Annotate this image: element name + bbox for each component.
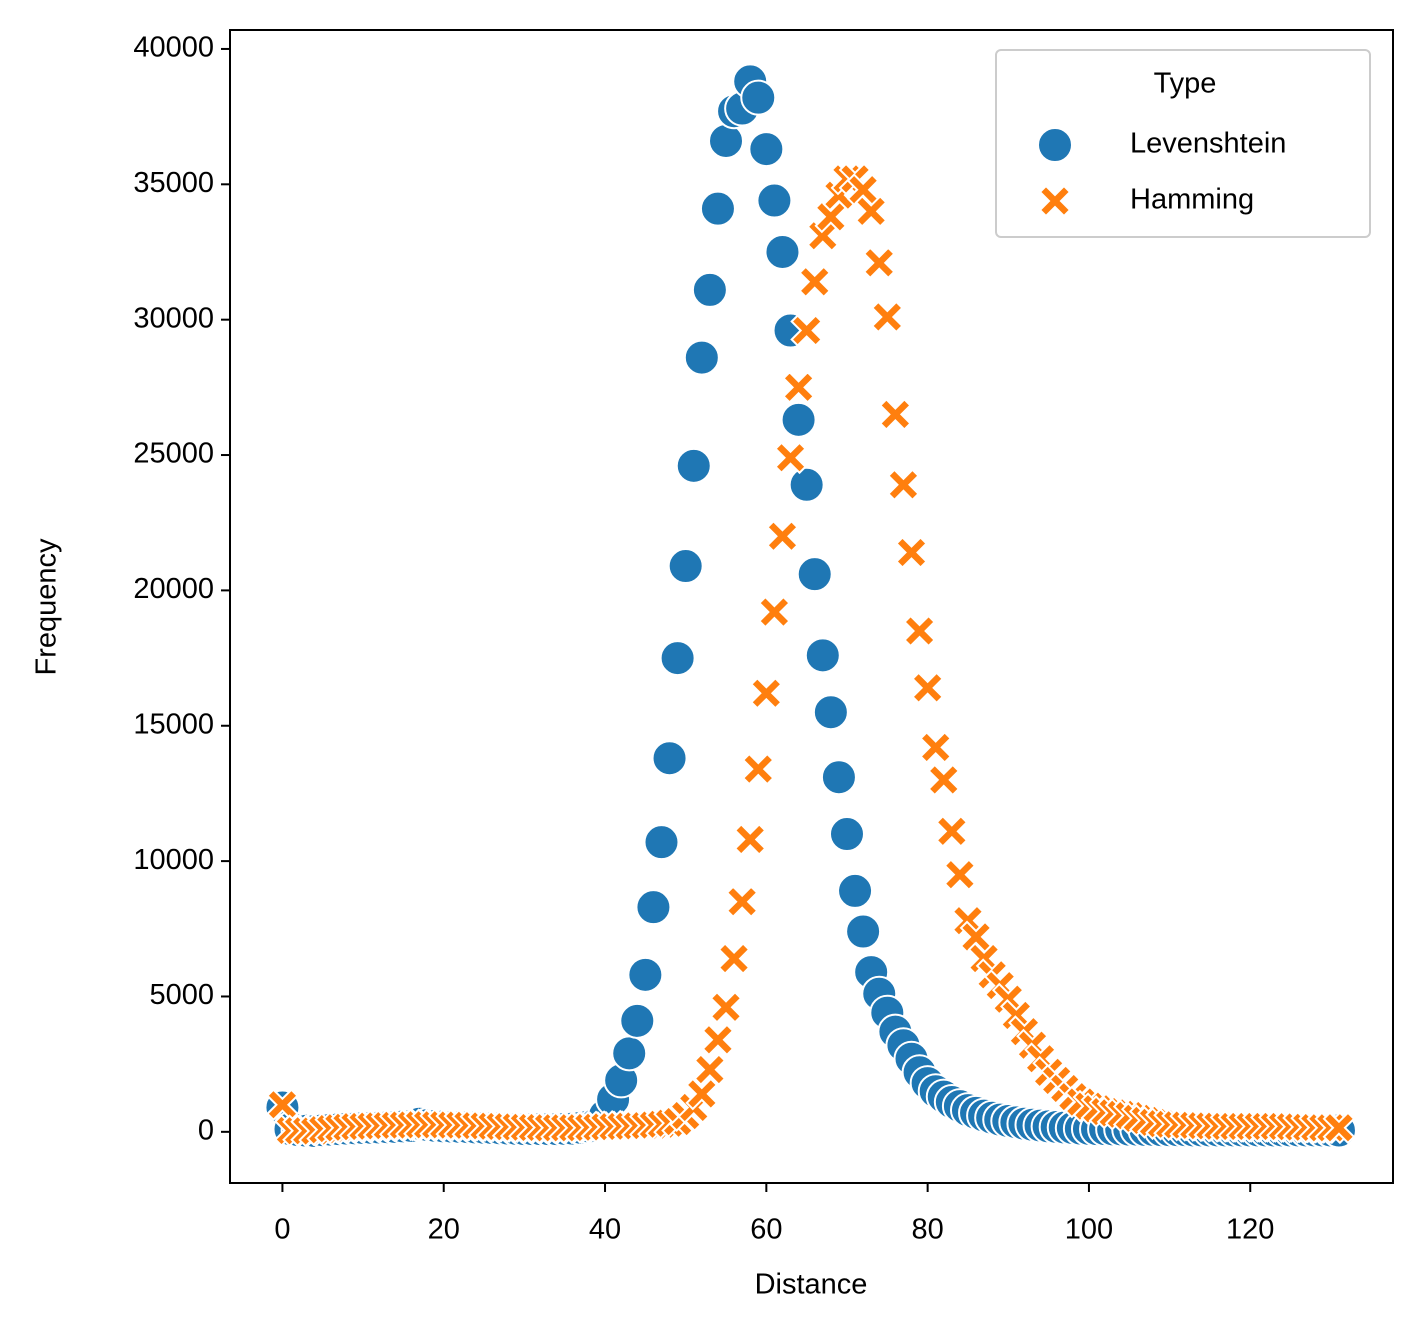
y-axis-label: Frequency (31, 538, 63, 676)
y-tick-label: 15000 (133, 708, 214, 740)
y-tick-label: 25000 (133, 438, 214, 470)
x-tick-label: 40 (589, 1214, 621, 1246)
point (757, 595, 791, 629)
point (845, 913, 882, 950)
point (774, 441, 807, 475)
y-tick-label: 20000 (133, 573, 214, 605)
x-tick-label: 20 (428, 1214, 460, 1246)
point (766, 519, 799, 553)
point (749, 676, 783, 710)
point (790, 314, 824, 347)
x-tick-label: 60 (750, 1214, 782, 1246)
x-axis-label: Distance (755, 1269, 868, 1301)
point (780, 401, 817, 438)
point (266, 1088, 299, 1122)
point (798, 265, 832, 299)
y-tick-label: 5000 (149, 979, 214, 1011)
point (756, 182, 793, 219)
point (748, 131, 785, 168)
legend-title: Type (1154, 68, 1217, 100)
y-tick-label: 40000 (133, 32, 214, 64)
point (675, 447, 712, 484)
legend-label: Hamming (1130, 184, 1254, 216)
point (887, 468, 920, 502)
point (878, 398, 912, 431)
point (627, 956, 664, 993)
point (708, 122, 745, 159)
point (927, 763, 961, 797)
point (643, 824, 680, 861)
point (685, 1077, 719, 1111)
legend-marker (1038, 184, 1072, 218)
point (693, 1053, 727, 1086)
point (1322, 1111, 1356, 1145)
y-tick-label: 0 (198, 1114, 214, 1146)
point (741, 752, 775, 786)
point (895, 536, 928, 569)
point (725, 885, 759, 919)
point (691, 271, 728, 308)
y-tick-label: 10000 (133, 844, 214, 876)
point (837, 872, 874, 909)
point (903, 614, 936, 648)
x-tick-label: 120 (1226, 1214, 1274, 1246)
point (820, 759, 857, 796)
point (717, 942, 751, 975)
plot-frame (229, 29, 1394, 1184)
point (733, 823, 767, 856)
point (740, 79, 777, 116)
legend-marker (1037, 127, 1073, 163)
point (651, 740, 688, 777)
point (611, 1035, 648, 1072)
x-tick-label: 100 (1065, 1214, 1113, 1246)
point (701, 1023, 735, 1057)
point (659, 640, 696, 677)
y-tick-label: 35000 (133, 167, 214, 199)
point (814, 200, 848, 234)
point (870, 300, 904, 334)
point (828, 816, 865, 853)
x-tick-label: 0 (274, 1214, 290, 1246)
x-tick-label: 80 (912, 1214, 944, 1246)
point (796, 556, 833, 593)
point (919, 730, 953, 764)
y-tick-label: 30000 (133, 302, 214, 334)
point (764, 233, 801, 270)
point (699, 190, 736, 227)
legend-label: Levenshtein (1130, 128, 1286, 160)
point (854, 194, 888, 228)
point (788, 466, 825, 503)
point (911, 671, 945, 705)
point (709, 990, 743, 1024)
point (935, 814, 969, 848)
point (943, 858, 977, 892)
point (782, 370, 816, 404)
legend-box (995, 49, 1371, 238)
point (667, 548, 704, 585)
point (804, 637, 841, 674)
point (635, 889, 672, 926)
point (812, 694, 849, 731)
point (683, 339, 720, 376)
point (619, 1002, 656, 1039)
point (862, 246, 896, 280)
